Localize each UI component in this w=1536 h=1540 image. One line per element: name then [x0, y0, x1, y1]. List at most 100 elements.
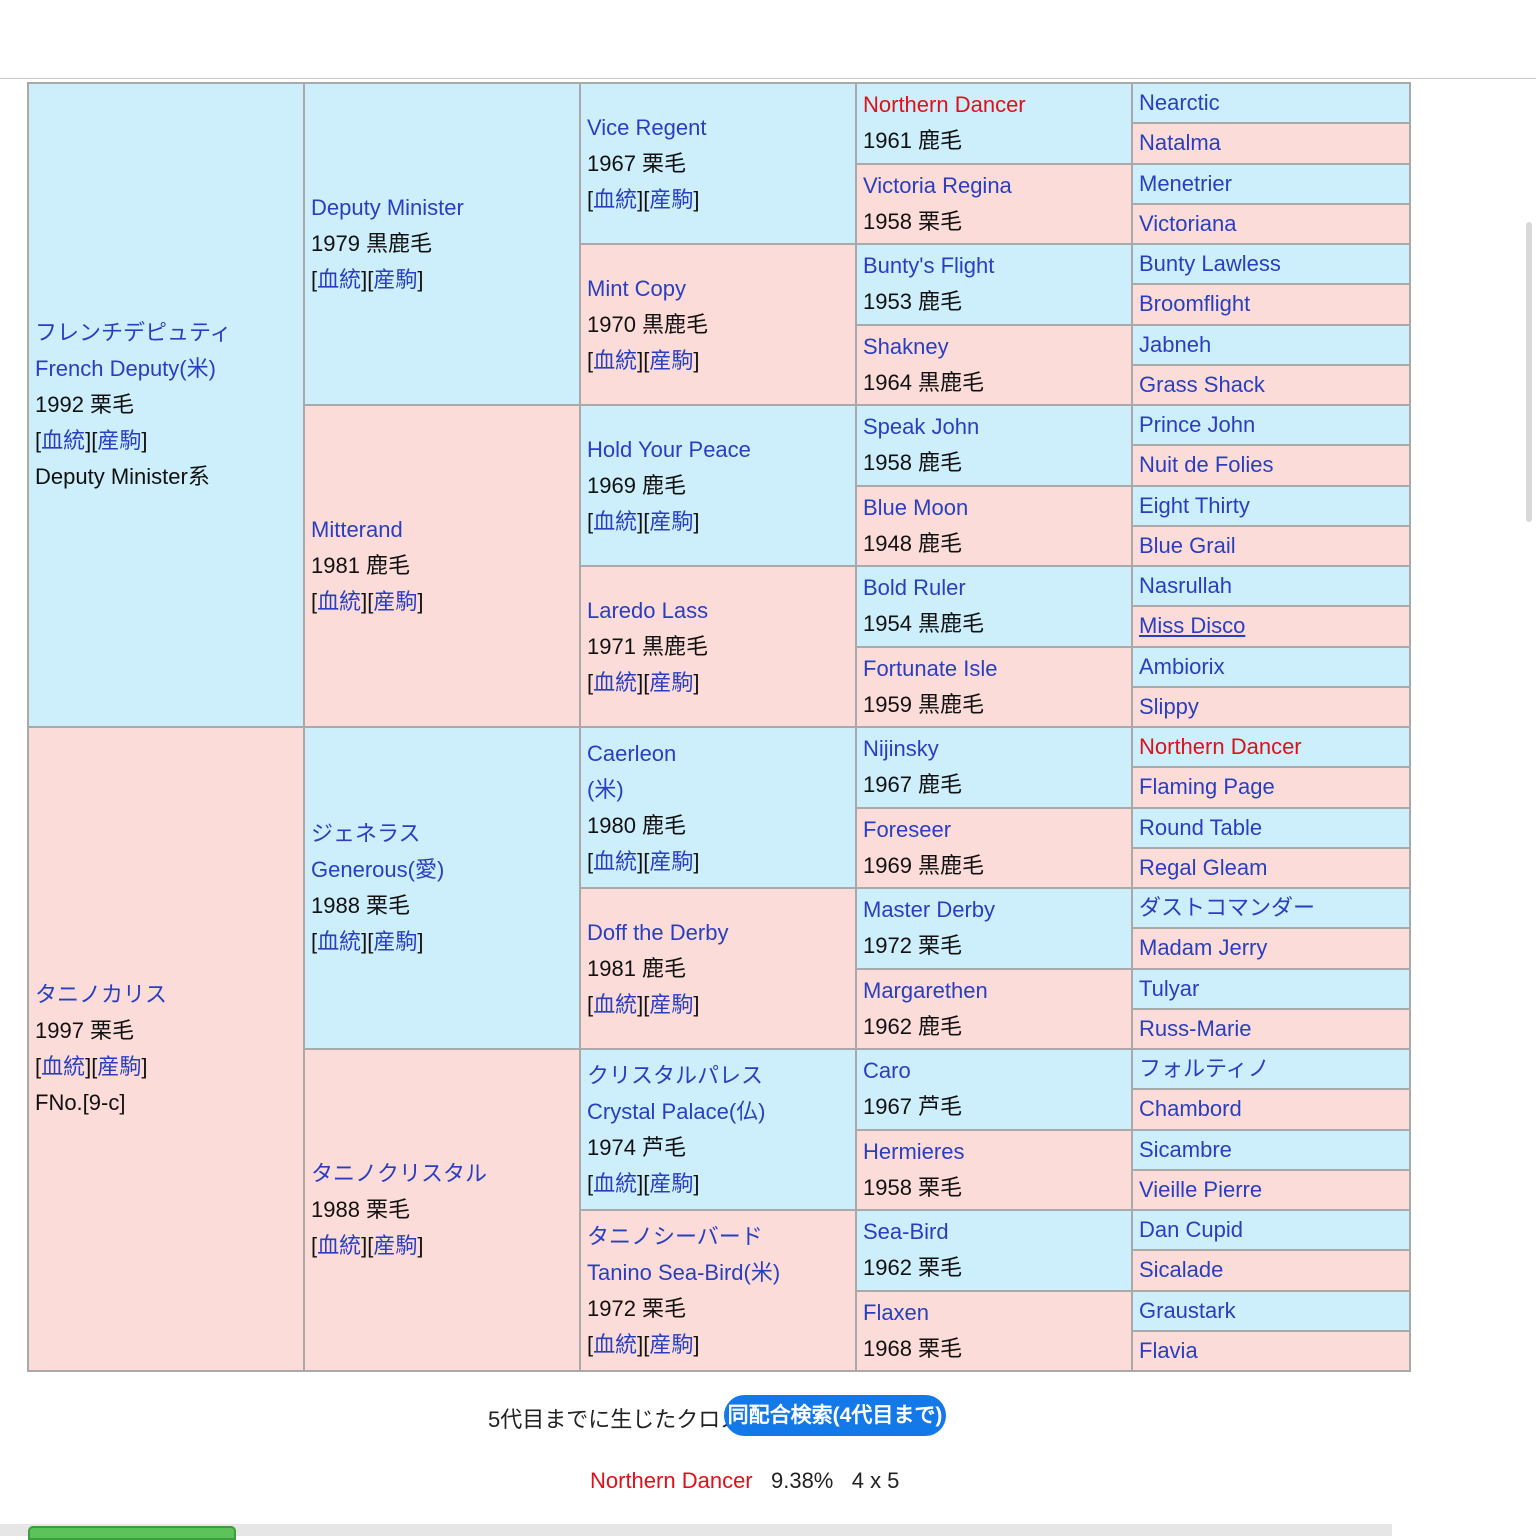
g3-name-link[interactable]: Tanino Sea-Bird(米) [587, 1259, 781, 1285]
bloodline-link[interactable]: 血統 [593, 1170, 638, 1196]
offspring-link[interactable]: 産駒 [649, 508, 694, 534]
bloodline-link[interactable]: 血統 [593, 186, 638, 212]
g3-name-link[interactable]: Doff the Derby [587, 919, 729, 945]
g3-name-link[interactable]: Crystal Palace(仏) [587, 1098, 766, 1124]
g4-name-link[interactable]: Victoria Regina [863, 172, 1012, 198]
g5-name-link[interactable]: Sicambre [1139, 1136, 1232, 1162]
bloodline-link[interactable]: 血統 [41, 428, 86, 453]
bloodline-link[interactable]: 血統 [317, 1233, 362, 1258]
cross-horse-name[interactable]: Northern Dancer [590, 1468, 753, 1493]
same-mating-search-button[interactable]: 同配合検索(4代目まで) [724, 1395, 946, 1436]
bloodline-link[interactable]: 血統 [593, 848, 638, 874]
g4-name-link[interactable]: Bunty's Flight [863, 253, 995, 279]
g5-name-link[interactable]: Flavia [1139, 1337, 1198, 1363]
g5-name-link[interactable]: Flaming Page [1139, 774, 1275, 800]
g4-name-link[interactable]: Northern Dancer [863, 92, 1026, 118]
g5-name-link[interactable]: Jabneh [1139, 331, 1212, 357]
g5-name-link[interactable]: Victoriana [1139, 210, 1237, 236]
g3-name-link[interactable]: Laredo Lass [587, 597, 709, 623]
g4-name-link[interactable]: Caro [863, 1058, 911, 1084]
g4-name-link[interactable]: Speak John [863, 414, 980, 440]
g4-name-link[interactable]: Sea-Bird [863, 1219, 949, 1245]
g4-name-link[interactable]: Foreseer [863, 816, 952, 842]
g3-name-ja-link[interactable]: クリスタルパレス [587, 1062, 764, 1088]
g5-name-link[interactable]: Natalma [1139, 130, 1221, 156]
g3-name-link[interactable]: Hold Your Peace [587, 436, 751, 462]
g5-name-link[interactable]: Dan Cupid [1139, 1217, 1243, 1243]
g4-name-link[interactable]: Hermieres [863, 1138, 965, 1164]
g5-name-link[interactable]: Tulyar [1139, 975, 1200, 1001]
bloodline-link[interactable]: 血統 [593, 508, 638, 534]
offspring-link[interactable]: 産駒 [373, 267, 418, 292]
g3-name-link[interactable]: Mint Copy [587, 275, 687, 301]
bloodline-link[interactable]: 血統 [317, 589, 362, 614]
g4-name-link[interactable]: Master Derby [863, 897, 996, 923]
offspring-link[interactable]: 産駒 [649, 991, 694, 1017]
g5-name-link[interactable]: Eight Thirty [1139, 492, 1250, 518]
g5-name-link[interactable]: Round Table [1139, 814, 1263, 840]
offspring-link[interactable]: 産駒 [649, 669, 694, 695]
g4-name-link[interactable]: Bold Ruler [863, 575, 966, 601]
bloodline-link[interactable]: 血統 [593, 991, 638, 1017]
g2-name-link[interactable]: Mitterand [311, 517, 403, 542]
offspring-link[interactable]: 産駒 [97, 1054, 142, 1079]
g3-name-origin-link[interactable]: (米) [587, 776, 624, 802]
sire-name-ja-link[interactable]: フレンチデピュティ [35, 320, 232, 345]
g5-name-link[interactable]: Grass Shack [1139, 371, 1265, 397]
horizontal-scrollbar[interactable] [0, 1524, 1392, 1536]
g5-name-link[interactable]: Russ-Marie [1139, 1015, 1252, 1041]
offspring-link[interactable]: 産駒 [649, 1331, 694, 1357]
offspring-link[interactable]: 産駒 [649, 1170, 694, 1196]
g4-name-link[interactable]: Blue Moon [863, 494, 969, 520]
g2-name-ja-link[interactable]: ジェネラス [311, 821, 421, 846]
bloodline-link[interactable]: 血統 [593, 669, 638, 695]
g5-name-link[interactable]: Sicalade [1139, 1257, 1224, 1283]
g5-name-link[interactable]: Chambord [1139, 1096, 1242, 1122]
offspring-link[interactable]: 産駒 [97, 428, 142, 453]
g5-name-link[interactable]: Northern Dancer [1139, 734, 1302, 760]
g3-name-ja-link[interactable]: タニノシーバード [587, 1223, 763, 1249]
bloodline-link[interactable]: 血統 [317, 267, 362, 292]
g5-name-link[interactable]: Slippy [1139, 693, 1199, 719]
g2-name-link[interactable]: Generous(愛) [311, 857, 445, 882]
g5-name-link[interactable]: Blue Grail [1139, 532, 1236, 558]
g5-name-link[interactable]: Vieille Pierre [1139, 1176, 1263, 1202]
offspring-link[interactable]: 産駒 [373, 929, 418, 954]
scrollbar-thumb[interactable] [1526, 222, 1532, 522]
green-tab-button[interactable] [28, 1526, 236, 1540]
g5-name-link[interactable]: Madam Jerry [1139, 935, 1268, 961]
bloodline-link[interactable]: 血統 [317, 929, 362, 954]
g5-name-link[interactable]: Nuit de Folies [1139, 452, 1274, 478]
g5-name-link[interactable]: ダストコマンダー [1139, 895, 1316, 921]
g5-name-link[interactable]: Bunty Lawless [1139, 251, 1281, 277]
bloodline-link[interactable]: 血統 [41, 1054, 86, 1079]
g2-name-link[interactable]: Deputy Minister [311, 195, 464, 220]
g5-name-link[interactable]: Nasrullah [1139, 573, 1232, 599]
g4-name-link[interactable]: Shakney [863, 333, 949, 359]
g5-name-link[interactable]: Regal Gleam [1139, 854, 1268, 880]
g5-name-link[interactable]: Nearctic [1139, 90, 1220, 116]
bloodline-link[interactable]: 血統 [593, 1331, 638, 1357]
g4-name-link[interactable]: Margarethen [863, 977, 988, 1003]
g5-name-link[interactable]: Graustark [1139, 1297, 1236, 1323]
offspring-link[interactable]: 産駒 [649, 186, 694, 212]
g4-name-link[interactable]: Fortunate Isle [863, 655, 998, 681]
bloodline-link[interactable]: 血統 [593, 347, 638, 373]
g3-name-link[interactable]: Vice Regent [587, 114, 707, 140]
g2-name-link[interactable]: タニノクリスタル [311, 1161, 488, 1186]
g5-name-link[interactable]: フォルティノ [1139, 1056, 1270, 1082]
dam-name-link[interactable]: タニノカリス [35, 982, 168, 1007]
g3-name-link[interactable]: Caerleon [587, 740, 677, 766]
g5-name-link[interactable]: Prince John [1139, 412, 1256, 438]
offspring-link[interactable]: 産駒 [373, 1233, 418, 1258]
g5-name-link[interactable]: Broomflight [1139, 291, 1251, 317]
offspring-link[interactable]: 産駒 [373, 589, 418, 614]
offspring-link[interactable]: 産駒 [649, 848, 694, 874]
offspring-link[interactable]: 産駒 [649, 347, 694, 373]
g4-name-link[interactable]: Nijinsky [863, 736, 939, 762]
g5-name-link[interactable]: Menetrier [1139, 170, 1232, 196]
sire-name-link[interactable]: French Deputy(米) [35, 356, 216, 381]
g4-name-link[interactable]: Flaxen [863, 1299, 930, 1325]
g5-name-link[interactable]: Miss Disco [1139, 613, 1246, 639]
g5-name-link[interactable]: Ambiorix [1139, 653, 1225, 679]
